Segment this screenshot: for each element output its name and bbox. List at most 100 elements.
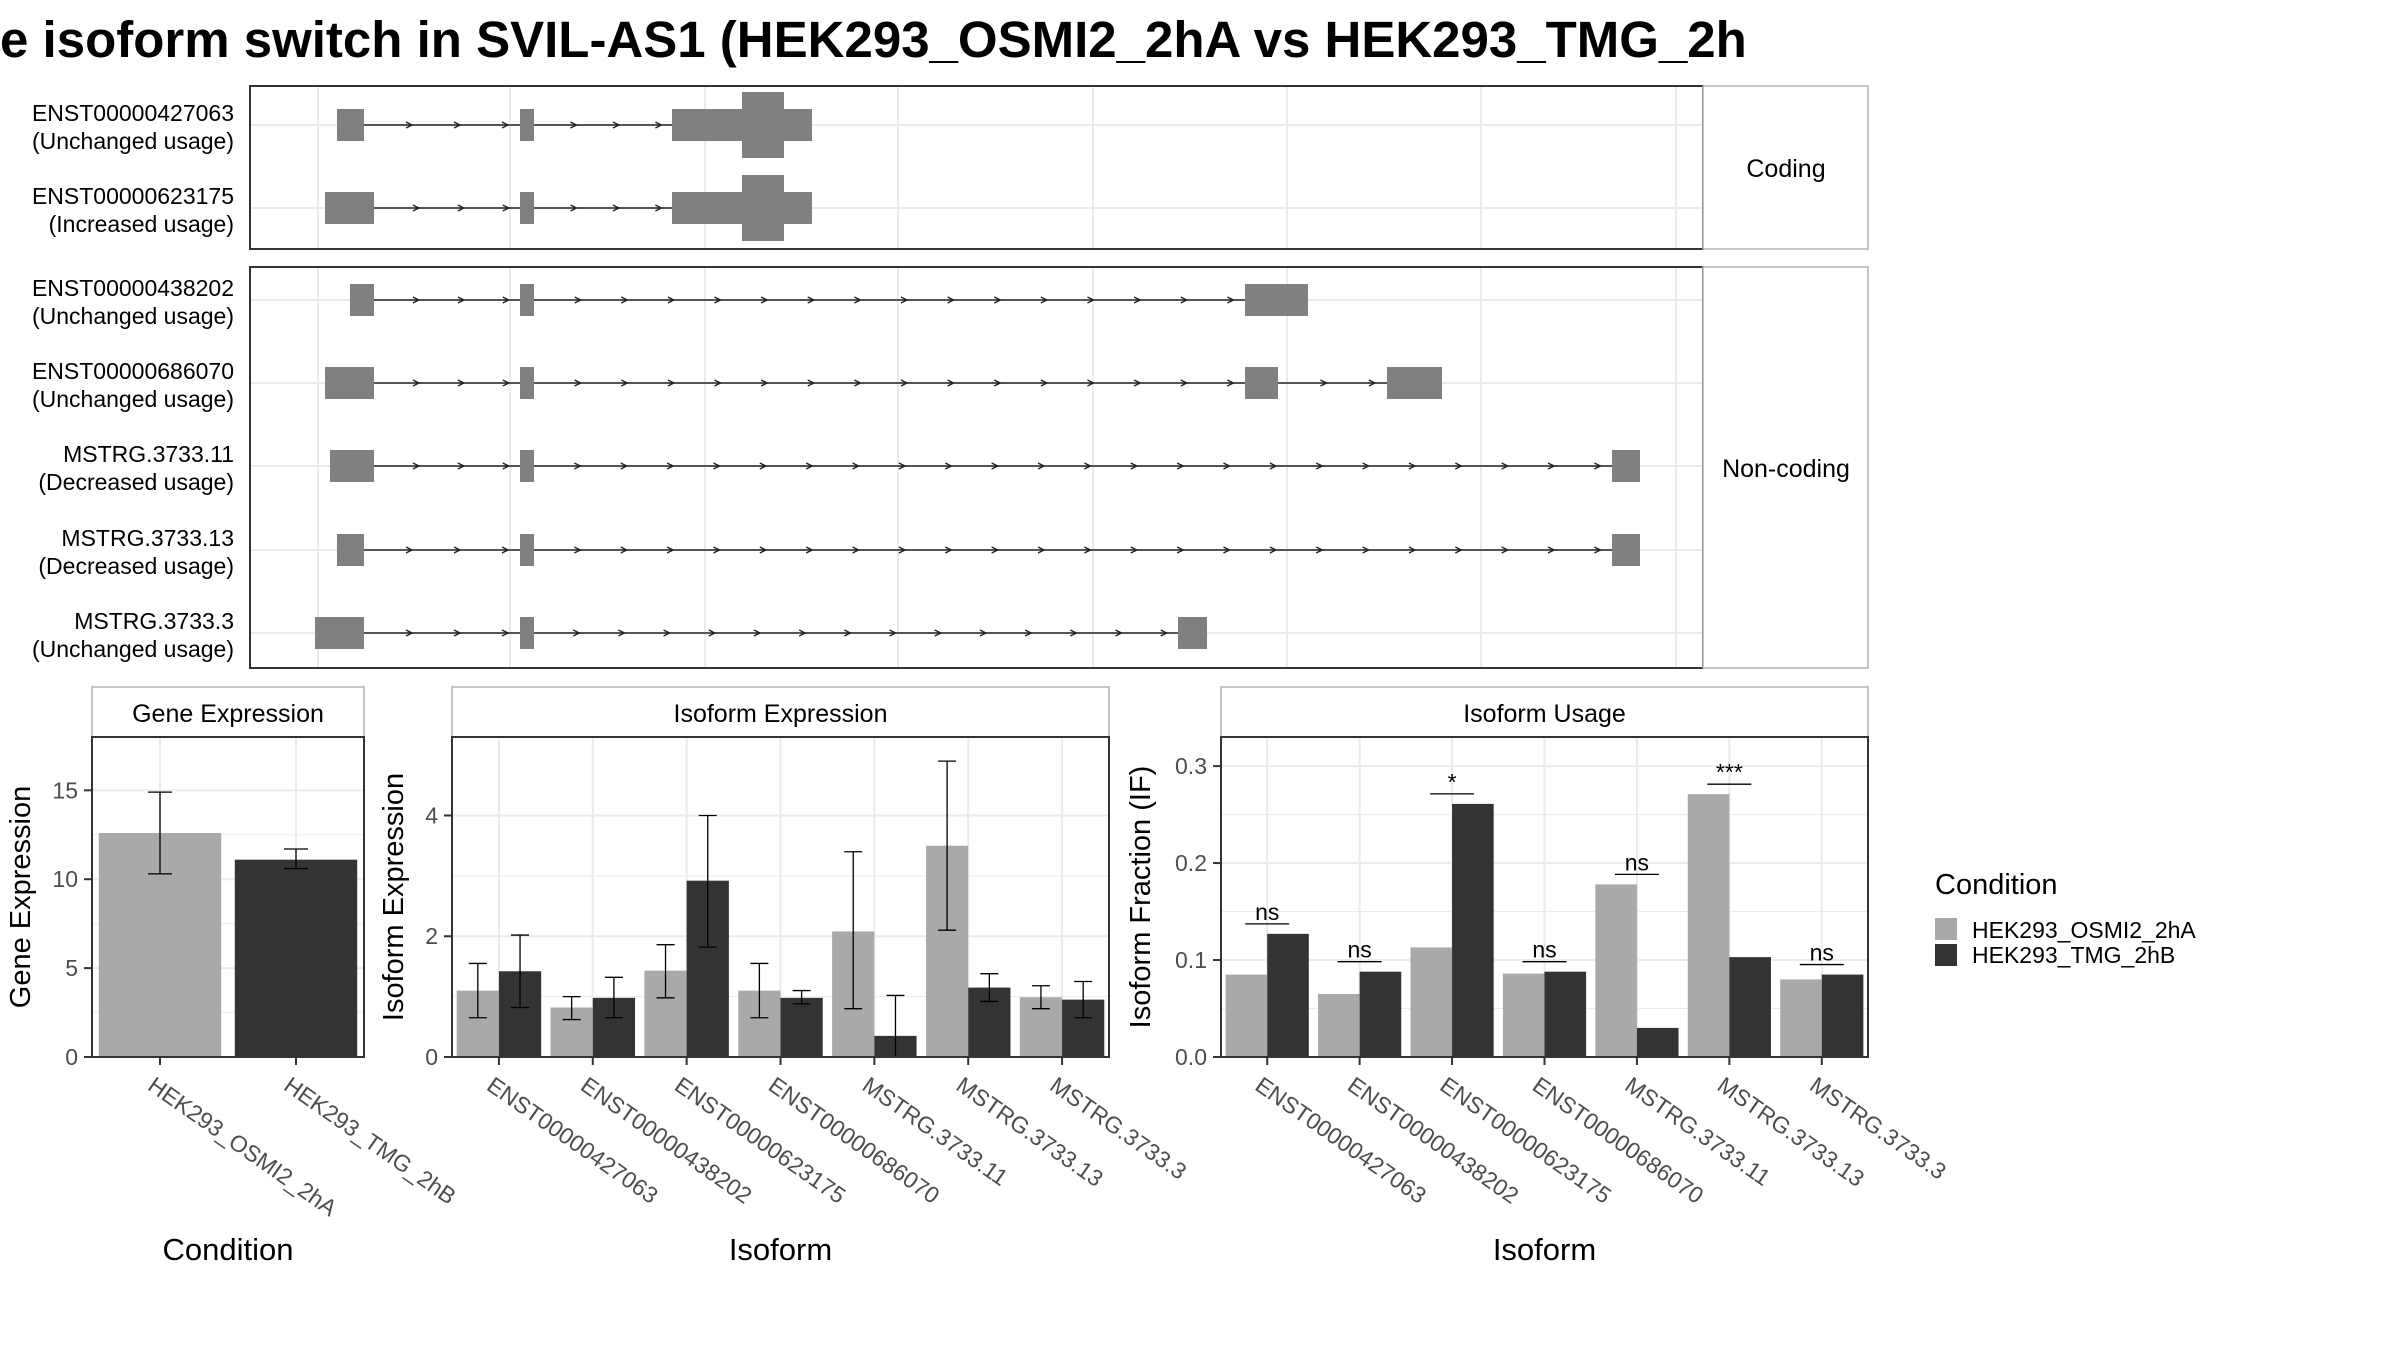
exon-block (1387, 367, 1442, 399)
x-axis-title: Condition (163, 1232, 294, 1267)
intron-arrow (1362, 462, 1371, 470)
transcript-id-label: ENST00000438202 (32, 275, 234, 301)
transcript-track (325, 367, 1442, 399)
exon-block (672, 192, 742, 224)
intron-arrow (1454, 462, 1463, 470)
bar (1452, 803, 1494, 1057)
intron-arrow (1408, 546, 1417, 554)
y-tick-label: 4 (425, 802, 438, 828)
intron-arrow (412, 462, 421, 470)
bar (780, 997, 823, 1057)
x-axis-title: Isoform (729, 1232, 832, 1267)
y-tick-label: 0.3 (1175, 753, 1207, 779)
transcript-id-label: ENST00000427063 (32, 100, 234, 126)
intron-arrow (1547, 462, 1556, 470)
significance-label: ns (1810, 940, 1834, 966)
panel-strip (91, 686, 365, 738)
intron-arrow (618, 629, 626, 637)
exon-block (520, 367, 534, 399)
intron-arrow (453, 546, 462, 554)
exon-block (1245, 367, 1278, 399)
transcript-track (315, 617, 1207, 649)
intron-arrow (759, 546, 768, 554)
exon-block (1178, 617, 1207, 649)
intron-arrow (1315, 546, 1324, 554)
intron-arrow (1501, 462, 1510, 470)
facet-strip (1702, 85, 1869, 250)
intron-arrow (666, 462, 675, 470)
intron-arrow (708, 629, 717, 637)
intron-arrow (1320, 379, 1329, 387)
y-axis-title: Isoform Expression (378, 773, 410, 1021)
intron-arrow (620, 546, 629, 554)
intron-arrow (854, 296, 862, 304)
facet-strip-label: Non-coding (1722, 455, 1850, 483)
exon-block (330, 450, 374, 482)
intron-arrow (1180, 379, 1189, 387)
exon-block (325, 192, 374, 224)
exon-block (350, 284, 374, 316)
intron-arrow (405, 121, 414, 129)
intron-arrow (502, 379, 511, 387)
structure-panel-bg (250, 267, 1703, 668)
intron-arrow (663, 629, 672, 637)
transcript-usage-label: (Decreased usage) (38, 469, 234, 495)
intron-arrow (889, 629, 898, 637)
intron-arrow (1176, 462, 1185, 470)
intron-arrow (1130, 462, 1139, 470)
bar (1502, 973, 1545, 1057)
figure-title: e isoform switch in SVIL-AS1 (HEK293_OSM… (0, 11, 1747, 68)
intron-arrow (852, 546, 861, 554)
intron-arrow (1024, 629, 1033, 637)
intron-arrow (714, 379, 723, 387)
bar (1729, 957, 1771, 1057)
noncoding-structure-panel: ENST00000438202(Unchanged usage)ENST0000… (32, 266, 1869, 669)
intron-arrow (760, 296, 769, 304)
intron-arrow (714, 296, 723, 304)
intron-arrow (502, 204, 511, 212)
intron-arrow (1133, 379, 1142, 387)
intron-arrow (1115, 629, 1124, 637)
intron-arrow (667, 296, 676, 304)
intron-arrow (753, 629, 762, 637)
transcript-usage-label: (Unchanged usage) (32, 303, 234, 329)
exon-block (520, 617, 534, 649)
y-tick-label: 15 (52, 777, 78, 803)
y-tick-label: 5 (65, 955, 78, 981)
intron-arrow (412, 379, 421, 387)
intron-arrow (1269, 462, 1278, 470)
intron-arrow (574, 379, 583, 387)
legend: Condition HEK293_OSMI2_2hA HEK293_TMG_2h… (1935, 869, 2196, 968)
x-tick-label: ENST00000623175 (670, 1072, 850, 1209)
intron-arrow (713, 546, 722, 554)
intron-arrow (620, 379, 629, 387)
intron-arrow (666, 546, 675, 554)
intron-arrow (1087, 296, 1096, 304)
transcript-track (337, 92, 812, 158)
y-tick-label: 0 (425, 1044, 438, 1070)
significance-label: * (1448, 769, 1457, 795)
intron-arrow (854, 379, 862, 387)
intron-arrow (947, 296, 956, 304)
intron-arrow (457, 462, 466, 470)
x-tick-label: ENST00000686070 (764, 1072, 944, 1209)
x-tick-label: ENST00000623175 (1436, 1072, 1616, 1209)
bar (1359, 971, 1402, 1057)
intron-arrow (1087, 379, 1096, 387)
exon-block (520, 534, 534, 566)
intron-arrow (457, 204, 466, 212)
significance-label: ns (1347, 937, 1371, 963)
intron-arrow (1501, 546, 1510, 554)
intron-arrow (1594, 462, 1602, 470)
bar (1544, 971, 1587, 1057)
transcript-id-label: MSTRG.3733.3 (74, 608, 234, 634)
intron-arrow (844, 629, 852, 637)
intron-arrow (852, 462, 861, 470)
structure-panel-bg (250, 86, 1703, 249)
panel-strip (1220, 686, 1869, 738)
intron-arrow (1315, 462, 1324, 470)
transcript-usage-label: (Increased usage) (49, 211, 234, 237)
bar (1267, 933, 1309, 1057)
exon-block (337, 109, 364, 141)
